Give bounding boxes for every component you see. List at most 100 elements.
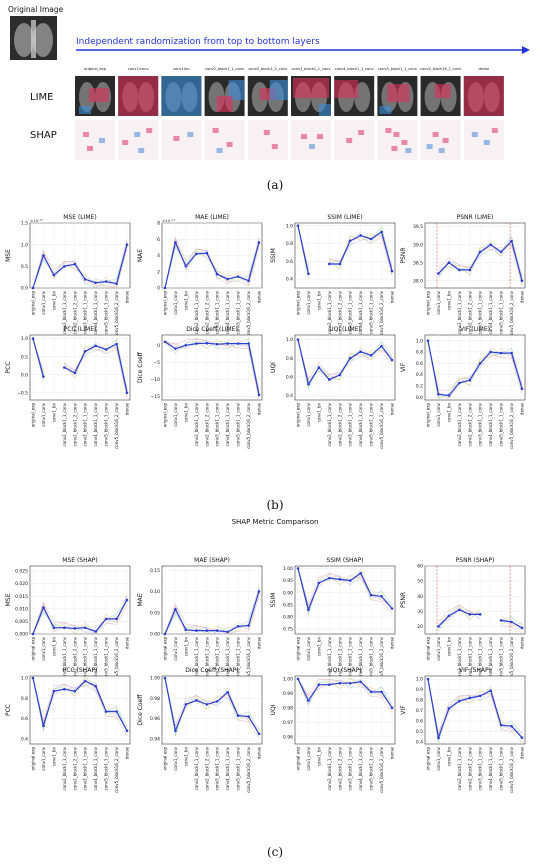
chart-xtick-label: conv2_block1_1_conv <box>194 746 199 790</box>
chart-xtick-label: conv1_bn <box>183 637 188 657</box>
chart-xtick-label: conv1_conv <box>173 402 178 426</box>
chart-ytick-label: 0.8 <box>21 696 28 702</box>
chart-xtick-label: conv4_block1_1_conv <box>225 290 230 334</box>
shap-tile <box>161 120 202 160</box>
chart-ytick-label: 0.020 <box>15 581 28 587</box>
chart-xtick-label: conv3_block1_1_conv <box>215 290 220 334</box>
chart-xtick-label: conv3_block1_1_conv <box>348 746 353 790</box>
chart-trial-line <box>32 677 128 736</box>
chart-xtick-label: original_exp <box>296 403 301 428</box>
chart-ytick-label: 0.0 <box>416 395 423 401</box>
chart-ytick-label: 1.0 <box>286 223 293 229</box>
chart-ylabel: PSNR <box>400 592 407 608</box>
chart-xtick-label: conv1_conv <box>306 402 311 426</box>
chart-xtick-label: conv3_block1_1_conv <box>215 402 220 446</box>
chart-xtick-label: conv1_conv <box>306 290 311 314</box>
chart-data-point <box>510 724 513 728</box>
chart-data-point <box>390 358 394 362</box>
chart-xtick-label: dense <box>257 290 262 303</box>
chart-xtick-label: conv5_block1_1_conv <box>369 290 374 334</box>
chart-xtick-label: conv2_block1_1_conv <box>457 402 462 446</box>
chart-data-point <box>63 687 66 691</box>
chart-xtick-label: conv5_block1_1_conv <box>236 402 241 446</box>
chart-data-point <box>73 689 77 693</box>
shap-tile <box>204 120 245 160</box>
chart-xtick-label: conv4_block1_1_conv <box>225 636 230 680</box>
column-label: conv5_block16_2_conv <box>420 67 462 71</box>
chart-xtick-label: conv5_block1_1_conv <box>236 636 241 680</box>
column-label: conv5_block1_1_conv <box>378 67 418 71</box>
shap-attribution-block <box>432 132 439 137</box>
chart-xtick-label: conv2_block1_2_conv <box>72 746 77 790</box>
chart-ytick-label: 0 <box>157 343 160 349</box>
chart-xtick-label: conv2_block1_1_conv <box>457 636 462 680</box>
chart-xtick-label: original_exp <box>31 403 36 428</box>
chart-xtick-label: dense <box>257 636 262 649</box>
chart-xtick-label: conv2_block1_1_conv <box>327 746 332 790</box>
chart-xtick-label: conv2_block1_2_conv <box>72 290 77 334</box>
lime-heatmap-region <box>379 106 392 114</box>
chart-data-point <box>42 254 45 257</box>
chart-xtick-label: conv1_bn <box>51 403 56 423</box>
randomization-arrow-label: Independent randomization from top to bo… <box>76 37 320 47</box>
chart-ytick-label: 0.75 <box>283 627 293 633</box>
chart-xtick-label: conv2_block1_1_conv <box>62 402 67 446</box>
chart-xtick-label: conv1_bn <box>51 637 56 657</box>
chart-data-point <box>94 630 97 633</box>
shap-metric-comparison-heading: SHAP Metric Comparison <box>232 518 319 526</box>
chart-xtick-label: conv5_block16_2_conv <box>509 402 514 449</box>
chart-ytick-label: −15 <box>151 394 161 400</box>
chart-data-point <box>125 729 129 733</box>
chart-xtick-label: conv2_block1_1_conv <box>194 402 199 446</box>
original-xray-image <box>10 16 57 60</box>
chart-xtick-label: conv2_block1_2_conv <box>467 290 472 334</box>
chart-xtick-label: dense <box>390 402 395 415</box>
chart-data-point <box>328 378 331 381</box>
chart-xtick-label: dense <box>520 636 525 649</box>
chart-xtick-label: conv5_block1_1_conv <box>369 402 374 446</box>
shap-attribution-block <box>301 134 307 139</box>
chart-xtick-label: conv2_block1_1_conv <box>194 290 199 334</box>
chart-ytick-label: 20 <box>417 624 423 630</box>
chart-ytick-label: 6 <box>157 237 160 243</box>
chart-data-point <box>104 348 108 351</box>
chart-xtick-label: conv5_block1_1_conv <box>104 636 109 680</box>
chart-xtick-label: conv1_conv <box>436 636 441 660</box>
chart-title: MAE (LIME) <box>195 214 229 221</box>
chart-mean-line <box>164 591 260 635</box>
metric-chart: PCC (LIME) −0.5 0.0 0.5 1.0 original_exp conv1… <box>5 326 131 449</box>
shap-attribution-block <box>212 128 219 133</box>
shap-attribution-block <box>317 134 323 139</box>
chart-ylabel: SSIM <box>270 248 277 263</box>
metric-chart: SSIM (SHAP) 0.75 0.80 0.85 0.90 0.95 1.00 origi… <box>270 557 396 683</box>
chart-xtick-label: conv1_bn <box>183 747 188 767</box>
chart-data-point <box>437 736 440 740</box>
chart-ytick-label: 0.8 <box>286 241 293 247</box>
chart-xtick-label: conv1_conv <box>41 290 46 314</box>
chart-data-point <box>184 628 188 632</box>
chart-data-point <box>163 632 167 636</box>
chart-xtick-label: conv2_block1_2_conv <box>72 636 77 680</box>
lime-heatmap-region <box>319 104 331 116</box>
chart-xtick-label: conv2_block1_2_conv <box>337 746 342 790</box>
chart-ytick-label: 0.96 <box>150 716 160 722</box>
chart-ytick-label: 0.6 <box>416 361 423 367</box>
chart-ytick-label: 0.95 <box>283 578 293 584</box>
chart-data-point <box>236 275 240 278</box>
chart-data-point <box>468 378 472 382</box>
shap-attribution-block <box>491 128 498 133</box>
chart-ytick-label: 0.7 <box>416 708 423 714</box>
chart-data-point <box>468 613 472 616</box>
shap-attribution-block <box>471 132 478 137</box>
chart-xtick-label: conv5_block16_2_conv <box>114 402 119 449</box>
chart-mean-line <box>164 341 260 396</box>
chart-data-point <box>115 282 118 285</box>
chart-xtick-label: conv5_block16_2_conv <box>379 402 384 449</box>
chart-data-point <box>42 724 45 728</box>
chart-xtick-label: conv4_block1_1_conv <box>93 290 98 334</box>
chart-data-point <box>125 243 129 246</box>
chart-xtick-label: dense <box>125 402 130 415</box>
shap-attribution-block <box>187 132 194 137</box>
lime-heatmap-region <box>89 88 109 102</box>
chart-data-point <box>296 224 300 227</box>
